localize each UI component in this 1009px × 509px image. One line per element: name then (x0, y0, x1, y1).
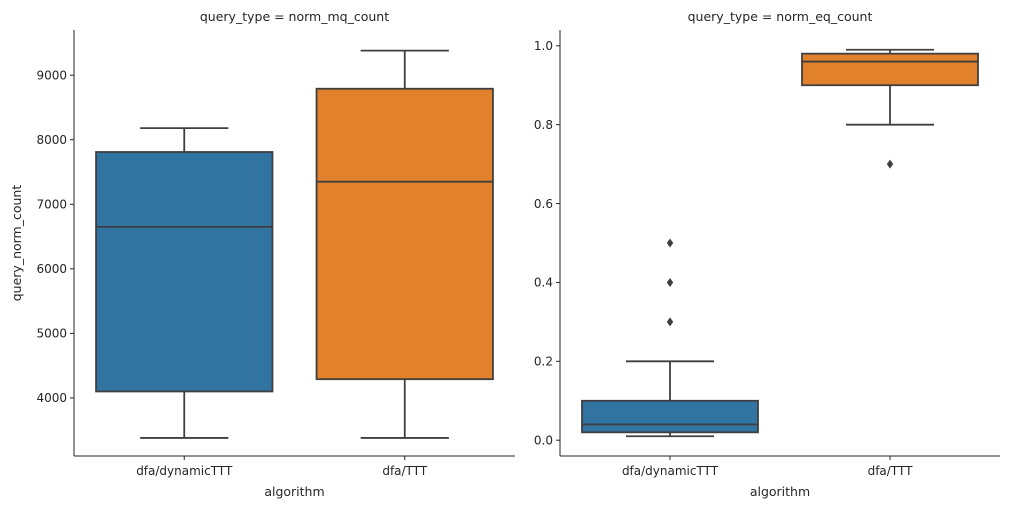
x-axis-label: algorithm (750, 484, 810, 499)
box-dfa-dynamicttt (95, 151, 274, 393)
y-tick-label: 5000 (36, 327, 67, 341)
outlier-point (666, 238, 674, 248)
y-tick-label: 1.0 (534, 39, 553, 53)
panel-title: query_type = norm_mq_count (200, 9, 389, 24)
y-tick-label: 0.6 (534, 197, 553, 211)
x-tick-label: dfa/dynamicTTT (622, 464, 719, 478)
y-tick-label: 7000 (36, 198, 67, 212)
y-axis-label: query_norm_count (9, 185, 24, 302)
outlier-point (666, 317, 674, 327)
y-tick-label: 0.4 (534, 276, 553, 290)
y-tick-label: 8000 (36, 133, 67, 147)
x-tick-label: dfa/TTT (868, 464, 913, 478)
panel-norm-mq-count: 4000 5000 6000 7000 8000 9000 dfa/dynamicTTT df… (9, 9, 515, 499)
y-tick-label: 0.8 (534, 118, 553, 132)
outlier-point (886, 159, 894, 169)
x-tick-label: dfa/TTT (382, 464, 427, 478)
panel-title: query_type = norm_eq_count (688, 9, 873, 24)
outlier-point (666, 277, 674, 287)
y-tick-label: 4000 (36, 391, 67, 405)
y-tick-label: 0.0 (534, 434, 553, 448)
panel-norm-eq-count: 0.0 0.2 0.4 0.6 0.8 1.0 dfa/dynamicTTT dfa/TTT a… (534, 9, 1000, 499)
y-tick-label: 0.2 (534, 355, 553, 369)
box-dfa-dynamicttt (581, 399, 759, 434)
x-tick-label: dfa/dynamicTTT (136, 464, 233, 478)
y-tick-label: 9000 (36, 68, 67, 82)
box-dfa-ttt (315, 87, 494, 381)
y-tick-label: 6000 (36, 262, 67, 276)
x-axis-label: algorithm (264, 484, 324, 499)
box-dfa-ttt (801, 52, 979, 87)
